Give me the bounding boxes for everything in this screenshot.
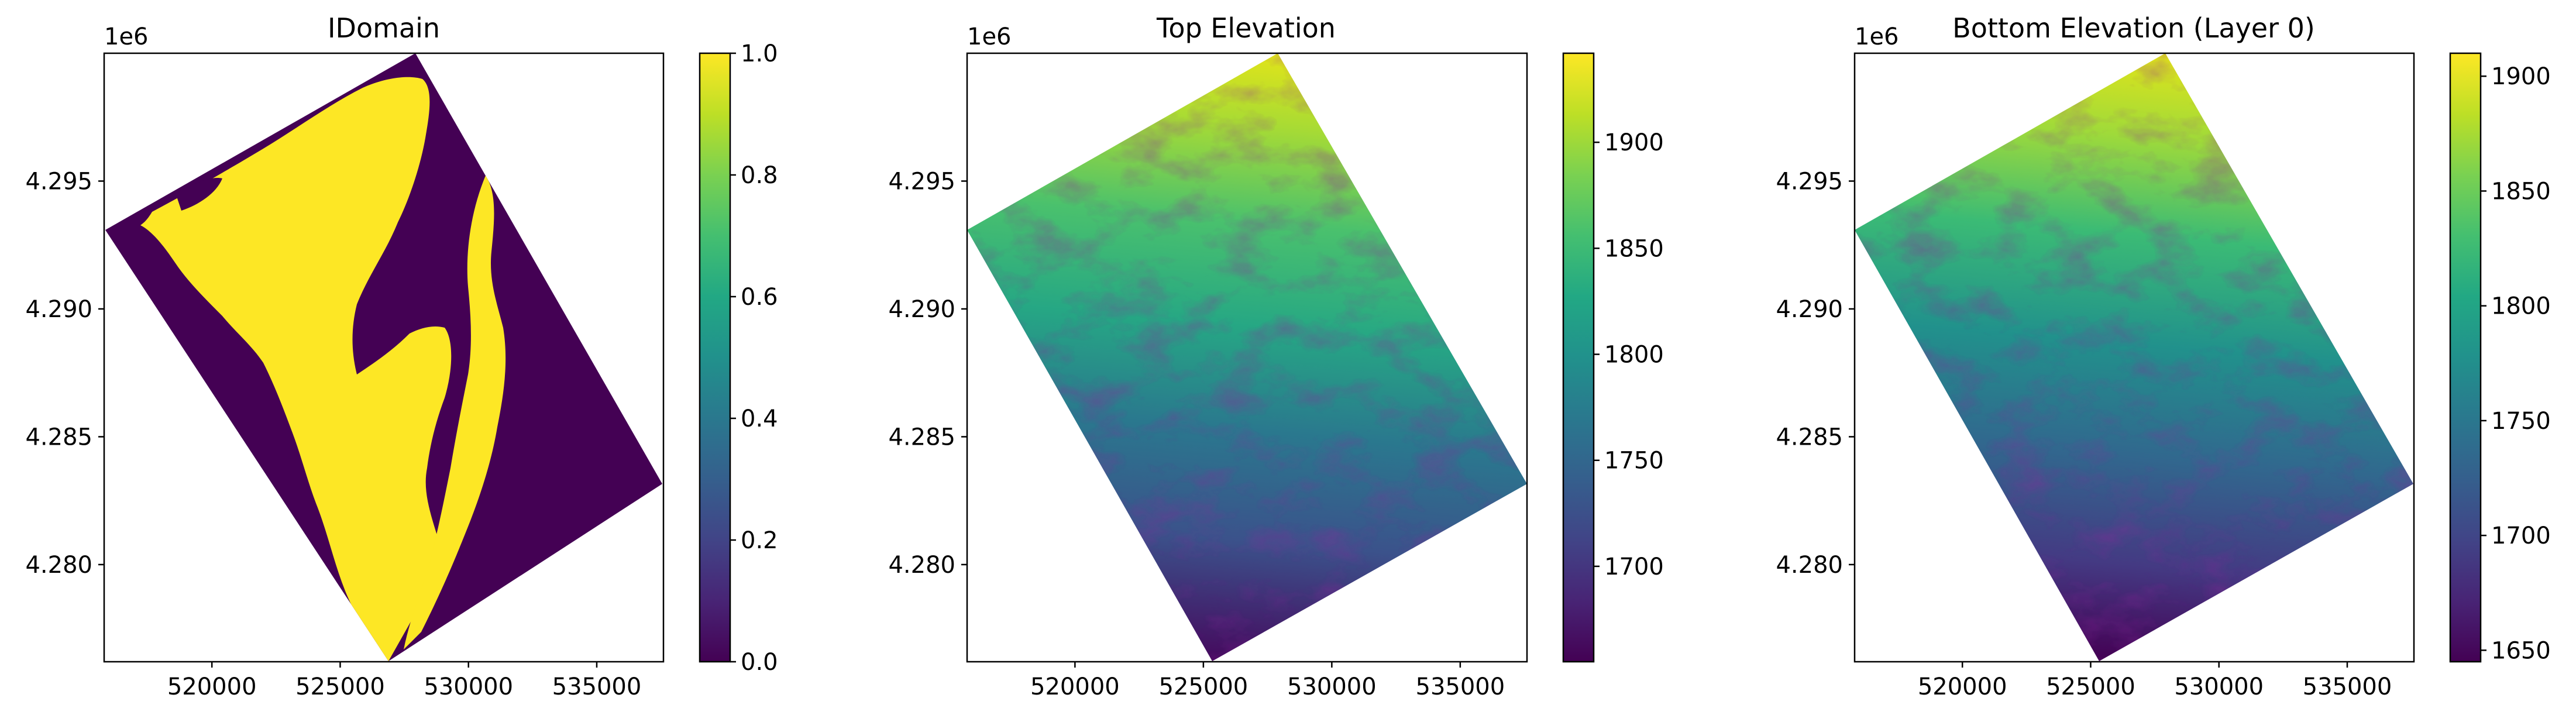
y-tick-label: 4.290 [25,296,92,323]
x-tick-label: 530000 [424,673,513,700]
colorbar-gradient [1562,52,1595,663]
x-axis: 520000 525000 530000 535000 [167,662,642,700]
y-offset-text: 1e6 [104,23,149,50]
panel-title: IDomain [328,12,440,44]
colorbar-tick-label: 1850 [1604,235,1664,262]
y-offset-text: 1e6 [1855,23,1899,50]
x-tick-label: 525000 [2046,673,2135,700]
panel-top-elevation: Top Elevation 1e6 520000 525000 530000 5350… [888,12,1663,700]
terrain-texture [1855,53,2413,661]
y-tick-label: 4.285 [888,424,955,451]
x-tick-label: 525000 [295,673,385,700]
panel-title: Bottom Elevation (Layer 0) [1952,12,2315,44]
y-tick-label: 4.285 [25,424,92,451]
colorbar-tick-label: 1800 [2491,293,2551,320]
x-tick-label: 520000 [1030,673,1120,700]
y-axis: 4.280 4.285 4.290 4.295 [1776,168,1855,579]
x-axis: 520000 525000 530000 535000 [1918,662,2392,700]
x-tick-label: 520000 [1918,673,2007,700]
colorbar-tick-label: 1900 [2491,63,2551,90]
x-tick-label: 525000 [1159,673,1249,700]
x-tick-label: 535000 [1416,673,1505,700]
colorbar-tick-label: 1750 [2491,408,2551,435]
y-tick-label: 4.295 [25,168,92,195]
colorbar-tick-label: 1700 [1604,553,1664,580]
y-tick-label: 4.295 [1776,168,1843,195]
colorbar-tick-label: 1900 [1604,129,1664,156]
terrain-texture [967,53,1527,661]
x-tick-label: 520000 [167,673,257,700]
plot-frame [1853,52,2415,663]
colorbar-tick-label: 1800 [1604,342,1664,369]
colorbar-tick-label: 1750 [1604,448,1664,475]
x-tick-label: 530000 [1287,673,1377,700]
panel-idomain: IDomain 1e6 520000 525000 530000 535000 4.2… [25,12,778,700]
colorbar-tick-label: 0.2 [741,527,778,554]
colorbar-tick-label: 1.0 [741,40,778,67]
colorbar-gradient [699,52,731,663]
colorbar-tick-label: 0.6 [741,284,778,311]
active-domain-tributary [404,176,506,649]
colorbar-tick-label: 0.4 [741,405,778,432]
colorbar: 1700 1750 1800 1850 1900 [1562,52,1664,663]
y-tick-label: 4.295 [888,168,955,195]
active-domain-region [140,77,452,661]
y-axis: 4.280 4.285 4.290 4.295 [888,168,967,579]
x-axis: 520000 525000 530000 535000 [1030,662,1505,700]
colorbar-tick-label: 1700 [2491,522,2551,549]
panel-bottom-elevation: Bottom Elevation (Layer 0) 1e6 520000 525… [1776,12,2550,700]
y-axis: 4.280 4.285 4.290 4.295 [25,168,104,579]
x-tick-label: 530000 [2174,673,2264,700]
plot-frame [103,52,665,663]
y-tick-label: 4.290 [1776,296,1843,323]
y-tick-label: 4.280 [1776,552,1843,579]
inactive-island [176,178,222,211]
colorbar-tick-label: 1850 [2491,178,2551,205]
plot-frame [966,52,1528,663]
x-tick-label: 535000 [552,673,642,700]
y-tick-label: 4.285 [1776,424,1843,451]
y-tick-label: 4.280 [888,552,955,579]
y-tick-label: 4.280 [25,552,92,579]
colorbar: 0.0 0.2 0.4 0.6 0.8 1.0 [699,40,778,676]
y-tick-label: 4.290 [888,296,955,323]
colorbar-tick-label: 0.0 [741,649,778,676]
colorbar-tick-label: 1650 [2491,637,2551,664]
colorbar-tick-label: 0.8 [741,162,778,189]
colorbar-gradient [2449,52,2482,663]
colorbar: 1650 1700 1750 1800 1850 1900 [2449,52,2551,664]
panel-title: Top Elevation [1156,12,1336,44]
x-tick-label: 535000 [2303,673,2392,700]
y-offset-text: 1e6 [967,23,1012,50]
